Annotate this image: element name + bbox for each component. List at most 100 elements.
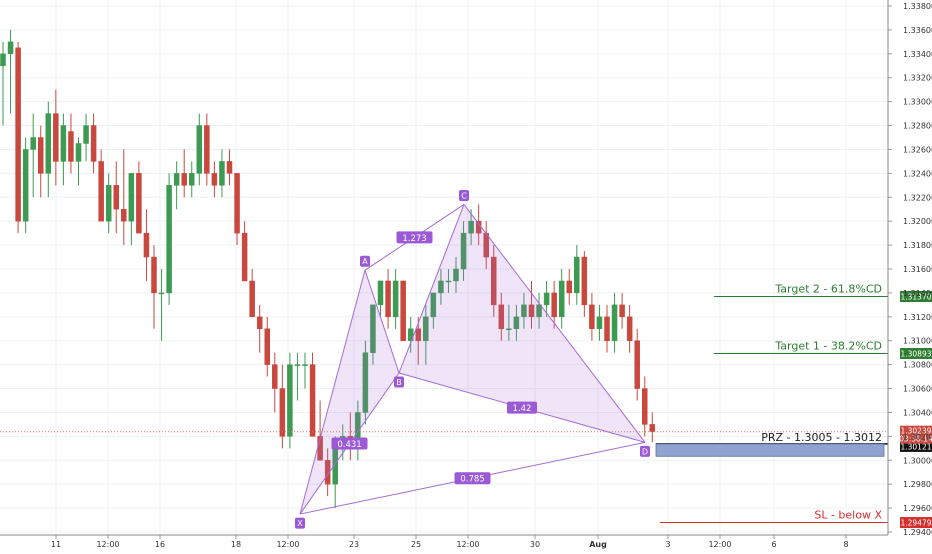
candle — [445, 269, 452, 293]
candle-body — [302, 364, 308, 366]
y-tick-label: 1.32800 — [903, 122, 932, 131]
candle-body — [219, 161, 225, 186]
y-tick-label: 1.29400 — [903, 528, 932, 537]
candle — [370, 304, 376, 365]
y-tick-label: 1.33400 — [903, 50, 932, 59]
candle — [423, 304, 429, 365]
candle-body — [294, 364, 301, 366]
y-tick-label: 1.30800 — [903, 361, 932, 370]
point-badge — [459, 189, 469, 201]
candle — [53, 89, 59, 186]
candle-body — [189, 173, 195, 186]
candle — [264, 316, 270, 377]
price-badge — [900, 290, 932, 302]
candle-body — [53, 113, 59, 162]
candle — [551, 280, 557, 329]
candle-body — [460, 232, 467, 270]
candle-body — [551, 292, 557, 318]
candle — [211, 161, 218, 198]
candle — [143, 209, 150, 281]
candle — [287, 352, 293, 449]
candle-body — [634, 340, 640, 389]
point-label: D — [642, 447, 648, 456]
candle — [521, 292, 527, 329]
candle-body — [566, 280, 572, 294]
candle-body — [211, 173, 218, 186]
bcd-triangle — [399, 204, 645, 443]
candle-body — [536, 304, 542, 318]
candle — [498, 292, 505, 341]
y-tick-label: 1.31800 — [903, 241, 932, 250]
candle-body — [196, 125, 203, 174]
candle — [38, 125, 44, 198]
ratio-label: 1.42 — [513, 404, 532, 414]
candle — [98, 149, 104, 222]
candle — [558, 269, 565, 329]
price-badge-label: 1.31370 — [900, 292, 931, 301]
candle-body — [143, 232, 150, 258]
x-tick-label: 12:00 — [96, 540, 119, 549]
candle-body — [272, 364, 278, 389]
x-tick-label: 12:00 — [456, 540, 479, 549]
candle — [589, 292, 595, 341]
candle — [219, 149, 225, 198]
candle — [324, 448, 331, 497]
prz-label: PRZ - 1.3005 - 1.3012 — [761, 431, 882, 444]
y-tick-label: 1.30000 — [903, 456, 932, 465]
candle-body — [543, 292, 550, 306]
candle-body — [38, 137, 44, 174]
candle — [121, 149, 127, 246]
y-tick-label: 1.29800 — [903, 480, 932, 489]
candle — [392, 269, 399, 329]
candle-body — [90, 125, 97, 162]
candle — [604, 304, 610, 353]
candle — [128, 173, 135, 246]
candle — [22, 137, 29, 234]
candle-body — [626, 316, 633, 341]
candle — [189, 161, 195, 198]
point-badge — [640, 445, 650, 457]
candle — [506, 304, 512, 341]
candle — [105, 173, 112, 234]
candle-body — [400, 280, 406, 341]
candle-body — [136, 173, 142, 234]
y-tick-label: 1.29600 — [903, 504, 932, 513]
candle — [256, 304, 263, 353]
candle — [460, 221, 467, 281]
candle — [649, 412, 656, 443]
countdown-label: 03:38:14 — [899, 435, 932, 444]
candle-body — [498, 304, 505, 330]
candle-body — [604, 316, 610, 341]
candle-body — [22, 149, 29, 222]
candle — [385, 269, 391, 329]
candle — [294, 352, 301, 401]
candle — [377, 280, 384, 317]
candle-body — [581, 256, 588, 306]
candle-body — [166, 185, 172, 294]
candle — [113, 161, 119, 234]
candle-body — [7, 41, 14, 55]
point-label: X — [297, 519, 303, 528]
y-tick-label: 1.33000 — [903, 98, 932, 107]
candle — [453, 257, 459, 293]
candle-body — [362, 352, 369, 413]
prz-box — [655, 443, 885, 457]
candle — [574, 245, 580, 305]
candle-body — [173, 173, 180, 186]
candle-body — [83, 125, 89, 144]
candle-body — [513, 316, 520, 330]
candle — [596, 304, 603, 341]
candle — [438, 269, 444, 305]
candle-body — [234, 173, 240, 234]
x-tick-label: 12:00 — [276, 540, 299, 549]
candle-body — [377, 280, 384, 306]
candle-body — [181, 173, 187, 186]
candle — [566, 269, 572, 305]
candle — [30, 113, 36, 198]
ratio-badge — [507, 401, 537, 414]
y-tick-label: 1.32400 — [903, 169, 932, 178]
candle — [226, 149, 233, 186]
